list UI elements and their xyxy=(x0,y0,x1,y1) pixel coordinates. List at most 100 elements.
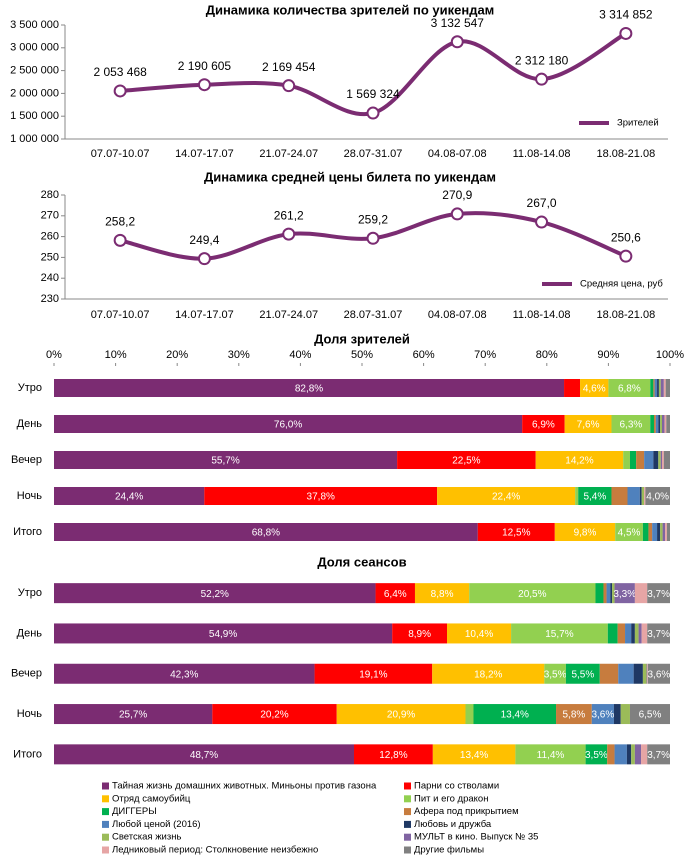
data-label: 3,5% xyxy=(585,750,608,761)
legend-box xyxy=(575,115,667,131)
data-label: 8,8% xyxy=(431,589,454,600)
bar-segment xyxy=(608,379,651,397)
data-label: 19,1% xyxy=(359,669,387,680)
bar-segment xyxy=(646,663,648,684)
data-label: 3,7% xyxy=(647,629,670,640)
y-tick-label: 240 xyxy=(41,272,59,284)
data-label: 6,3% xyxy=(619,420,642,431)
y-tick-label: 2 500 000 xyxy=(10,65,59,77)
bar-segment xyxy=(437,487,576,505)
data-label: 6,8% xyxy=(618,384,641,395)
data-label: 25,7% xyxy=(119,710,147,721)
bar-segment xyxy=(625,623,632,644)
chart-title: Доля сеансов xyxy=(317,554,406,569)
data-label: 6,9% xyxy=(532,420,555,431)
bar-segment xyxy=(629,704,670,725)
bar-segment xyxy=(477,523,555,541)
bar-segment xyxy=(465,704,474,725)
bar-segment xyxy=(638,623,642,644)
legend-swatch xyxy=(102,846,109,854)
bar-segment xyxy=(54,415,523,433)
y-tick-label: 250 xyxy=(41,251,59,263)
legend-swatch xyxy=(404,795,411,803)
bar-segment xyxy=(661,451,664,469)
legend-label: МУЛЬТ в кино. Выпуск № 35 xyxy=(414,832,538,843)
data-label: 3 314 852 xyxy=(599,8,653,22)
bar-segment xyxy=(658,379,661,397)
data-label: 10,4% xyxy=(465,629,493,640)
legend-label: ДИГГЕРЫ xyxy=(112,806,157,817)
x-tick-label: 11.08-14.08 xyxy=(513,309,571,321)
bar-segment xyxy=(629,451,637,469)
bar-segment xyxy=(54,487,205,505)
bar-segment xyxy=(556,704,592,725)
data-label: 11,4% xyxy=(537,750,565,761)
y-tick-label: 1 500 000 xyxy=(10,110,59,122)
legend-swatch xyxy=(102,782,109,790)
legend-swatch xyxy=(404,782,411,790)
bar-segment xyxy=(414,583,470,604)
y-tick-label: Утро xyxy=(18,587,42,599)
bar-segment xyxy=(54,704,213,725)
data-label: 6,5% xyxy=(639,710,662,721)
data-label: 82,8% xyxy=(295,384,323,395)
data-label: 37,8% xyxy=(307,492,335,503)
y-tick-label: 3 500 000 xyxy=(10,19,59,31)
bar-segment xyxy=(447,623,512,644)
bar-segment xyxy=(607,744,615,765)
x-tick-label: 20% xyxy=(166,349,188,361)
y-tick-label: 2 000 000 xyxy=(10,87,59,99)
bar-segment xyxy=(653,415,656,433)
bar-segment xyxy=(631,744,635,765)
y-tick-label: Вечер xyxy=(11,668,42,680)
data-label: 3,5% xyxy=(544,669,567,680)
bar-segment xyxy=(591,704,614,725)
bar-segment xyxy=(595,583,604,604)
x-tick-label: 07.07-10.07 xyxy=(91,148,150,160)
bar-segment xyxy=(578,487,612,505)
bar-segment xyxy=(54,451,398,469)
data-label: 3,7% xyxy=(647,750,670,761)
bar-segment xyxy=(653,379,655,397)
bar-segment xyxy=(647,663,670,684)
bar-segment xyxy=(658,451,661,469)
legend-swatch xyxy=(102,795,109,803)
bar-segment xyxy=(664,415,667,433)
x-tick-label: 11.08-14.08 xyxy=(513,148,571,160)
x-tick-label: 14.07-17.07 xyxy=(175,309,234,321)
bar-segment xyxy=(314,663,433,684)
data-label: 3,6% xyxy=(648,669,671,680)
data-label: 22,5% xyxy=(452,456,480,467)
data-label: 7,6% xyxy=(577,420,600,431)
y-tick-label: Итого xyxy=(13,526,42,538)
point xyxy=(619,26,633,40)
data-label: 12,8% xyxy=(379,750,407,761)
x-tick-label: 10% xyxy=(105,349,127,361)
data-label: 6,4% xyxy=(384,589,407,600)
point xyxy=(450,207,464,221)
bar-segment xyxy=(54,523,478,541)
series-line xyxy=(119,31,627,117)
x-tick-label: 50% xyxy=(351,349,373,361)
data-label: 8,9% xyxy=(408,629,431,640)
bar-segment xyxy=(580,379,609,397)
bar-segment xyxy=(666,523,670,541)
data-label: 12,5% xyxy=(502,528,530,539)
x-tick-label: 21.07-24.07 xyxy=(259,148,318,160)
bar-segment xyxy=(564,415,612,433)
chart-title: Динамика количества зрителей по уикендам xyxy=(206,2,495,17)
bar-segment xyxy=(652,523,658,541)
data-label: 2 169 454 xyxy=(262,60,316,74)
chart-title: Динамика средней цены билета по уикендам xyxy=(204,169,496,184)
bar-segment xyxy=(660,379,664,397)
bar-segment xyxy=(544,663,566,684)
bar-segment xyxy=(634,583,648,604)
x-tick-label: 28.07-31.07 xyxy=(344,148,403,160)
bar-segment xyxy=(648,523,653,541)
bar-segment xyxy=(554,523,616,541)
bar-segment xyxy=(647,744,670,765)
bar-segment xyxy=(650,379,654,397)
bar-segment xyxy=(631,623,635,644)
point xyxy=(113,233,127,247)
x-tick-label: 30% xyxy=(228,349,250,361)
